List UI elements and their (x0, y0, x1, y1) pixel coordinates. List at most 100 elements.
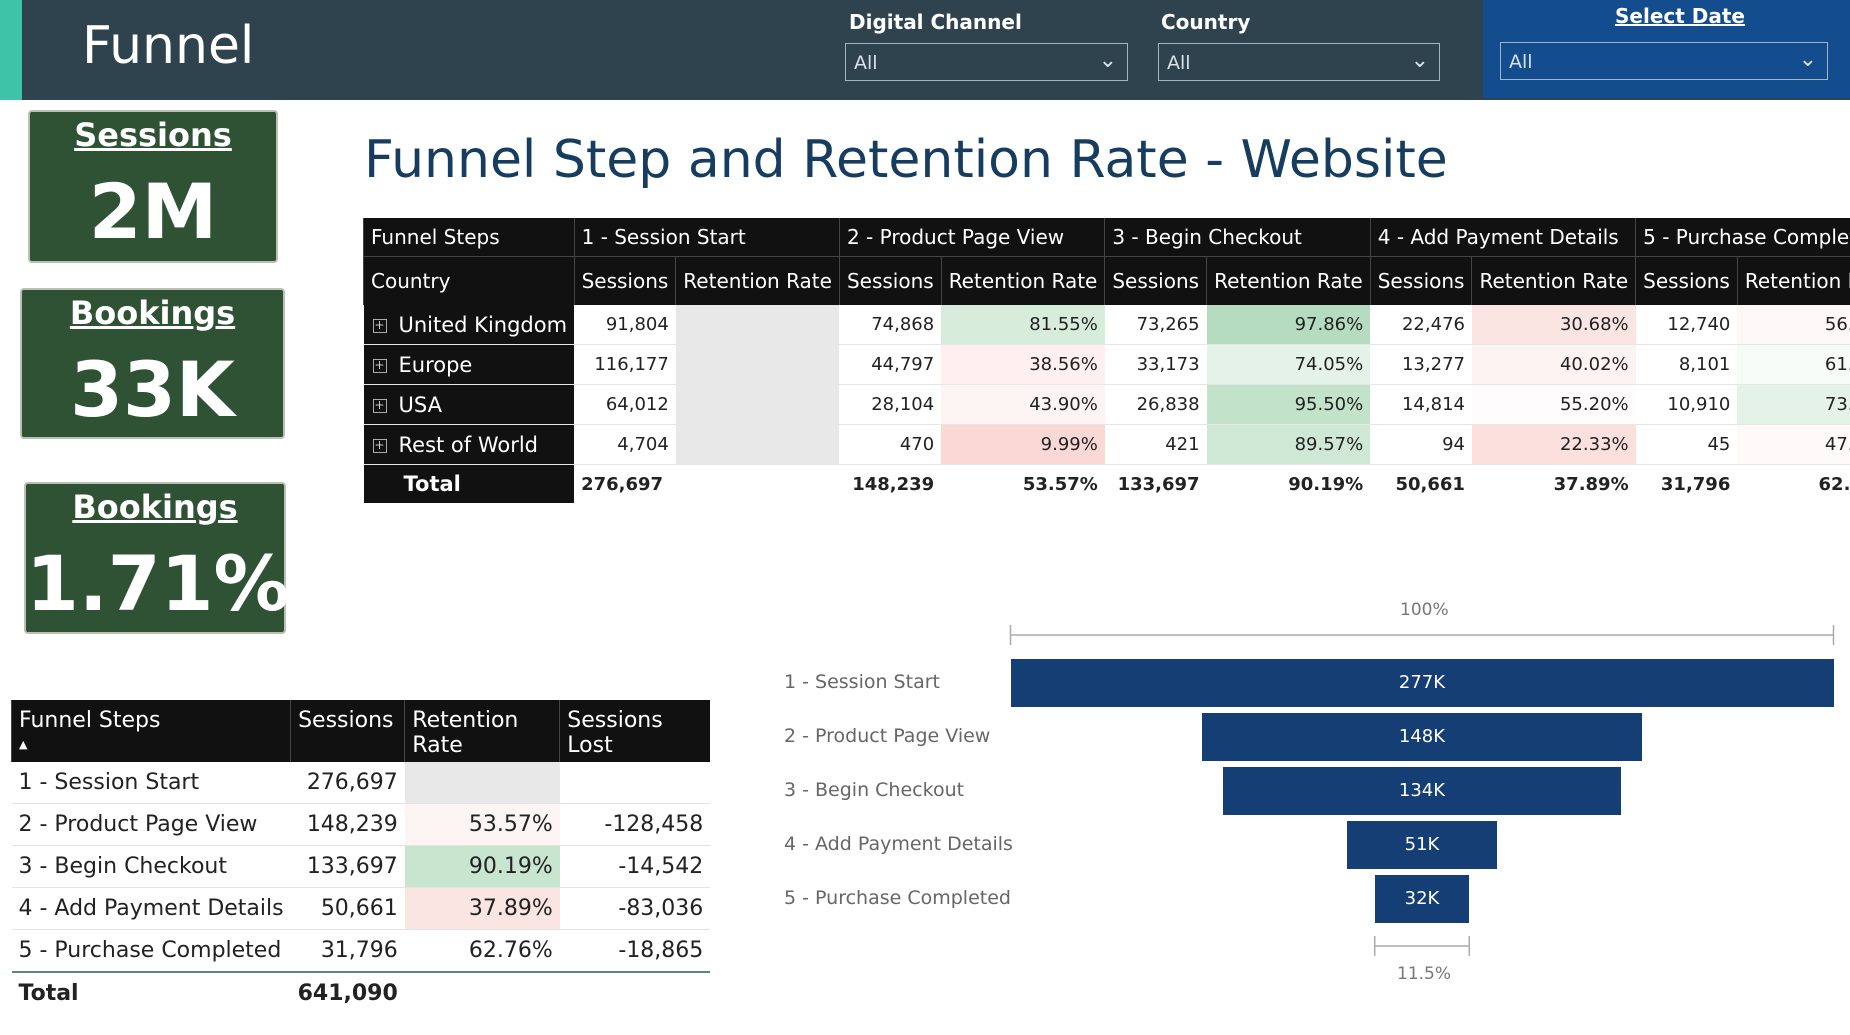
funnel-summary-table: Funnel Steps ▲ Sessions Retention Rate S… (10, 700, 711, 1014)
matrix-row: + USA 64,012 28,104 43.90% 26,838 95.50% 14,814… (363, 384, 1850, 425)
kpi-value: 2M (88, 167, 218, 256)
kpi-title: Sessions (74, 116, 232, 154)
funnel-step-label: 3 - Begin Checkout (784, 779, 965, 801)
funnel-bottom-percent: 11.5% (1397, 964, 1452, 984)
step-header[interactable]: 5 - Purchase Completed (1635, 218, 1850, 257)
matrix-row: + Europe 116,177 44,797 38.56% 33,173 74.05% 13… (363, 344, 1850, 385)
sessions-header[interactable]: Sessions (573, 256, 676, 305)
digital-channel-dropdown[interactable]: All ⌄ (845, 43, 1128, 81)
cell: 22,476 (1370, 305, 1472, 345)
retention-rate-header[interactable]: Retention Rate (1471, 256, 1636, 305)
chevron-down-icon: ⌄ (1410, 48, 1429, 73)
funnel-bar[interactable]: 51K (1346, 821, 1498, 869)
cell: 81.55% (941, 305, 1105, 345)
summary-row: 2 - Product Page View 148,239 53.57% -128,4… (11, 803, 711, 846)
digital-channel-label: Digital Channel (849, 10, 1022, 34)
cell: 38.56% (941, 344, 1105, 385)
cell: 61.02% (1737, 344, 1850, 385)
cell: 276,697 (581, 473, 664, 495)
step-cell: 3 - Begin Checkout (11, 845, 291, 888)
corner-header-steps: Funnel Steps (363, 218, 575, 257)
date-dropdown[interactable]: All ⌄ (1500, 42, 1828, 80)
sessions-header[interactable]: Sessions (1104, 256, 1207, 305)
country-label: Europe (398, 352, 473, 377)
cell: 94 (1370, 424, 1472, 465)
country-cell[interactable]: + Europe (363, 344, 575, 385)
cell: 13,277 (1370, 344, 1472, 385)
country-cell[interactable]: + USA (363, 384, 575, 425)
lost-cell: -128,458 (559, 803, 711, 846)
country-dropdown[interactable]: All ⌄ (1158, 43, 1440, 81)
sessions-header[interactable]: Sessions (838, 256, 942, 305)
cell: 22.33% (1471, 424, 1636, 465)
cell: 44,797 (839, 344, 942, 385)
total-row: Total 641,090 (11, 971, 711, 1014)
cell (675, 384, 840, 425)
kpi-value: 1.71% (26, 539, 290, 628)
cell: 26,838 (1104, 384, 1207, 425)
kpi-title: Bookings (69, 294, 236, 332)
retention-rate-header[interactable]: Retention Rate (675, 256, 840, 305)
column-header-retention[interactable]: Retention Rate (404, 700, 560, 762)
funnel-bar[interactable]: 32K (1374, 875, 1470, 923)
sessions-cell: 133,697 (290, 845, 405, 888)
date-value: All (1509, 51, 1533, 73)
retention-cell: 37.89% (404, 887, 560, 930)
expand-icon[interactable]: + (372, 357, 387, 373)
lost-cell: -83,036 (559, 887, 711, 930)
corner-header-country[interactable]: Country (363, 256, 575, 305)
step-header[interactable]: 3 - Begin Checkout (1104, 218, 1371, 257)
cell: 73.65% (1737, 384, 1850, 425)
total-sessions: 641,090 (290, 971, 405, 1014)
step-header[interactable]: 1 - Session Start (573, 218, 840, 257)
country-cell[interactable]: + Rest of World (363, 424, 575, 465)
cell: 28,104 (839, 384, 942, 425)
sessions-header[interactable]: Sessions (1635, 256, 1738, 305)
cell: 116,177 (574, 344, 676, 385)
cell: 95.50% (1206, 384, 1371, 425)
cell: 89.57% (1206, 424, 1371, 465)
retention-rate-header[interactable]: Retention Rate (1736, 256, 1850, 305)
retention-cell: 62.76% (404, 929, 560, 973)
kpi-card-sessions: Sessions 2M (28, 110, 278, 263)
expand-icon[interactable]: + (372, 397, 387, 413)
funnel-bar[interactable]: 148K (1201, 713, 1643, 761)
cell: 12,740 (1635, 305, 1738, 345)
header-accent (0, 0, 22, 100)
column-header-sessions[interactable]: Sessions (290, 700, 405, 762)
column-header-lost[interactable]: Sessions Lost (559, 700, 711, 762)
country-cell[interactable]: + United Kingdom (363, 305, 575, 345)
funnel-bar[interactable]: 134K (1223, 767, 1621, 815)
retention-cell: 90.19% (404, 845, 560, 888)
cell: 148,239 (852, 473, 935, 495)
sessions-header[interactable]: Sessions (1369, 256, 1472, 305)
lost-cell (559, 762, 711, 804)
column-header-steps[interactable]: Funnel Steps ▲ (10, 700, 291, 762)
header-bar: Funnel Digital Channel All ⌄ Country All… (0, 0, 1850, 100)
cell: 4,704 (574, 424, 676, 465)
cell: 47.87% (1737, 424, 1850, 465)
cell (676, 465, 840, 504)
retention-rate-header[interactable]: Retention Rate (1206, 256, 1371, 305)
cell: 62.76% (1818, 473, 1850, 495)
country-label: United Kingdom (398, 312, 568, 337)
sessions-cell: 50,661 (290, 887, 405, 930)
country-value: All (1167, 52, 1191, 74)
sessions-cell: 31,796 (290, 929, 405, 973)
retention-cell (404, 762, 560, 804)
cell: 33,173 (1104, 344, 1207, 385)
cell: 55.20% (1471, 384, 1636, 425)
expand-icon[interactable]: + (372, 317, 387, 333)
cell: 14,814 (1370, 384, 1472, 425)
funnel-step-label: 2 - Product Page View (784, 725, 991, 747)
retention-rate-header[interactable]: Retention Rate (940, 256, 1105, 305)
country-label: USA (398, 392, 442, 417)
funnel-bar[interactable]: 277K (1010, 659, 1834, 707)
expand-icon[interactable]: + (372, 437, 387, 453)
cell: 470 (839, 424, 942, 465)
step-header[interactable]: 2 - Product Page View (838, 218, 1105, 257)
step-cell: 5 - Purchase Completed (11, 929, 291, 973)
cell: 421 (1104, 424, 1207, 465)
step-header[interactable]: 4 - Add Payment Details (1369, 218, 1636, 257)
funnel-matrix-table: Funnel Steps 1 - Session Start 2 - Produ… (363, 218, 1850, 503)
